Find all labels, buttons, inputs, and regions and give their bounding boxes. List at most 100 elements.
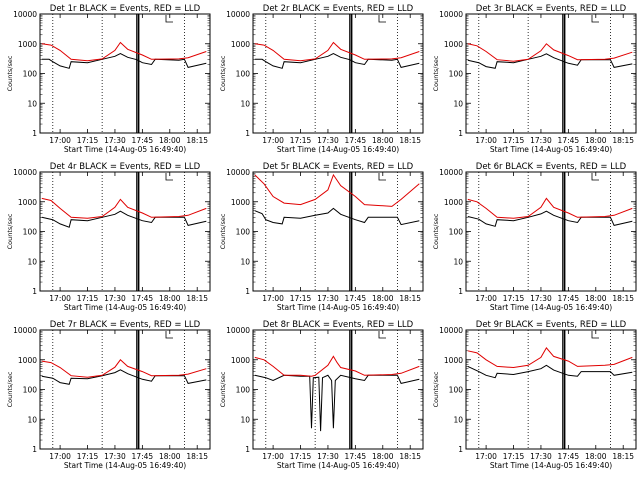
plot-frame bbox=[465, 329, 637, 450]
x-tick-label: 17:30 bbox=[317, 452, 339, 461]
series-lld bbox=[254, 355, 420, 377]
series-lld bbox=[467, 347, 633, 369]
panel-title: Det 2r BLACK = Events, RED = LLD bbox=[263, 4, 414, 14]
x-tick-label: 18:15 bbox=[399, 294, 421, 303]
panel-title: Det 8r BLACK = Events, RED = LLD bbox=[263, 320, 414, 330]
y-tick-label: 1 bbox=[245, 287, 250, 296]
detector-panel: Det 1r BLACK = Events, RED = LLD 1 10 100 10… bbox=[6, 4, 211, 154]
x-axis-label: Start Time (14-Aug-05 16:49:40) bbox=[64, 461, 186, 470]
detector-panel: Det 4r BLACK = Events, RED = LLD 1 10 100 10… bbox=[6, 162, 211, 312]
plot-frame bbox=[39, 329, 211, 450]
panel-title: Det 4r BLACK = Events, RED = LLD bbox=[50, 162, 201, 172]
corner-marker bbox=[378, 15, 386, 23]
panel-title: Det 7r BLACK = Events, RED = LLD bbox=[50, 320, 201, 330]
x-tick-label: 18:00 bbox=[372, 452, 394, 461]
panel-title: Det 5r BLACK = Events, RED = LLD bbox=[263, 162, 414, 172]
y-tick-label: 100 bbox=[449, 386, 464, 395]
series-lld bbox=[41, 41, 207, 62]
detector-panel: Det 3r BLACK = Events, RED = LLD 1 10 100 10… bbox=[432, 4, 637, 154]
x-axis-label: Start Time (14-Aug-05 16:49:40) bbox=[64, 303, 186, 312]
y-axis-label: Counts/sec bbox=[432, 55, 440, 91]
y-tick-label: 100 bbox=[236, 386, 251, 395]
x-tick-label: 18:00 bbox=[372, 294, 394, 303]
x-tick-label: 17:15 bbox=[503, 294, 525, 303]
x-tick-label: 18:15 bbox=[186, 136, 208, 145]
x-tick-label: 17:00 bbox=[262, 136, 284, 145]
y-tick-label: 10000 bbox=[226, 10, 250, 19]
corner-marker bbox=[591, 173, 599, 181]
series-lld bbox=[254, 173, 420, 207]
x-axis-label: Start Time (14-Aug-05 16:49:40) bbox=[490, 303, 612, 312]
x-tick-label: 17:30 bbox=[530, 294, 552, 303]
y-tick-label: 10000 bbox=[226, 326, 250, 335]
series-lld bbox=[41, 359, 207, 378]
y-tick-label: 1 bbox=[32, 129, 37, 138]
detector-panel: Det 9r BLACK = Events, RED = LLD 1 10 100 10… bbox=[432, 320, 637, 470]
plot-frame bbox=[465, 171, 637, 292]
x-tick-label: 17:15 bbox=[503, 452, 525, 461]
series-lld bbox=[467, 197, 633, 219]
y-tick-label: 1000 bbox=[231, 356, 250, 365]
x-tick-label: 17:45 bbox=[558, 294, 580, 303]
x-tick-label: 18:15 bbox=[399, 452, 421, 461]
series-events bbox=[254, 52, 420, 69]
detector-panel: Det 5r BLACK = Events, RED = LLD 1 10 100 10… bbox=[219, 162, 424, 312]
y-tick-label: 100 bbox=[23, 228, 38, 237]
y-tick-label: 100 bbox=[23, 70, 38, 79]
x-tick-label: 17:30 bbox=[530, 452, 552, 461]
y-tick-label: 1000 bbox=[18, 40, 37, 49]
x-tick-label: 17:00 bbox=[262, 452, 284, 461]
y-tick-label: 10000 bbox=[439, 168, 463, 177]
plot-frame bbox=[252, 329, 424, 450]
y-tick-label: 1000 bbox=[231, 198, 250, 207]
x-tick-label: 17:00 bbox=[49, 452, 71, 461]
y-axis-label: Counts/sec bbox=[219, 55, 227, 91]
y-tick-label: 1000 bbox=[444, 198, 463, 207]
corner-marker bbox=[591, 331, 599, 339]
series-events bbox=[467, 210, 633, 227]
x-tick-label: 17:00 bbox=[475, 136, 497, 145]
x-tick-label: 18:15 bbox=[612, 136, 634, 145]
corner-marker bbox=[165, 15, 173, 23]
series-events bbox=[254, 374, 420, 432]
y-tick-label: 1000 bbox=[18, 198, 37, 207]
y-tick-label: 100 bbox=[23, 386, 38, 395]
plot-frame bbox=[465, 13, 637, 134]
x-tick-label: 17:15 bbox=[290, 452, 312, 461]
corner-marker bbox=[591, 15, 599, 23]
y-tick-label: 10 bbox=[240, 415, 250, 424]
x-tick-label: 17:30 bbox=[317, 294, 339, 303]
x-tick-label: 17:00 bbox=[262, 294, 284, 303]
corner-marker bbox=[165, 331, 173, 339]
x-tick-label: 18:00 bbox=[585, 452, 607, 461]
y-tick-label: 100 bbox=[236, 70, 251, 79]
plot-frame bbox=[252, 13, 424, 134]
y-tick-label: 1 bbox=[458, 287, 463, 296]
series-lld bbox=[467, 43, 633, 62]
x-tick-label: 18:00 bbox=[159, 452, 181, 461]
detector-panel: Det 2r BLACK = Events, RED = LLD 1 10 100 10… bbox=[219, 4, 424, 154]
x-tick-label: 17:45 bbox=[558, 452, 580, 461]
y-tick-label: 10 bbox=[453, 257, 463, 266]
x-tick-label: 17:15 bbox=[503, 136, 525, 145]
x-axis-label: Start Time (14-Aug-05 16:49:40) bbox=[277, 461, 399, 470]
x-tick-label: 17:45 bbox=[132, 452, 154, 461]
x-tick-label: 18:00 bbox=[585, 136, 607, 145]
x-tick-label: 18:00 bbox=[372, 136, 394, 145]
x-tick-label: 17:00 bbox=[475, 452, 497, 461]
y-axis-label: Counts/sec bbox=[432, 371, 440, 407]
y-tick-label: 1 bbox=[245, 129, 250, 138]
y-tick-label: 1 bbox=[32, 445, 37, 454]
y-tick-label: 1000 bbox=[231, 40, 250, 49]
x-tick-label: 17:15 bbox=[290, 136, 312, 145]
x-tick-label: 17:30 bbox=[104, 452, 126, 461]
x-tick-label: 17:15 bbox=[290, 294, 312, 303]
corner-marker bbox=[378, 331, 386, 339]
y-tick-label: 1000 bbox=[18, 356, 37, 365]
series-lld bbox=[254, 41, 420, 62]
x-tick-label: 17:30 bbox=[530, 136, 552, 145]
x-tick-label: 17:30 bbox=[104, 136, 126, 145]
panel-title: Det 1r BLACK = Events, RED = LLD bbox=[50, 4, 201, 14]
series-events bbox=[41, 52, 207, 69]
x-tick-label: 18:15 bbox=[612, 294, 634, 303]
